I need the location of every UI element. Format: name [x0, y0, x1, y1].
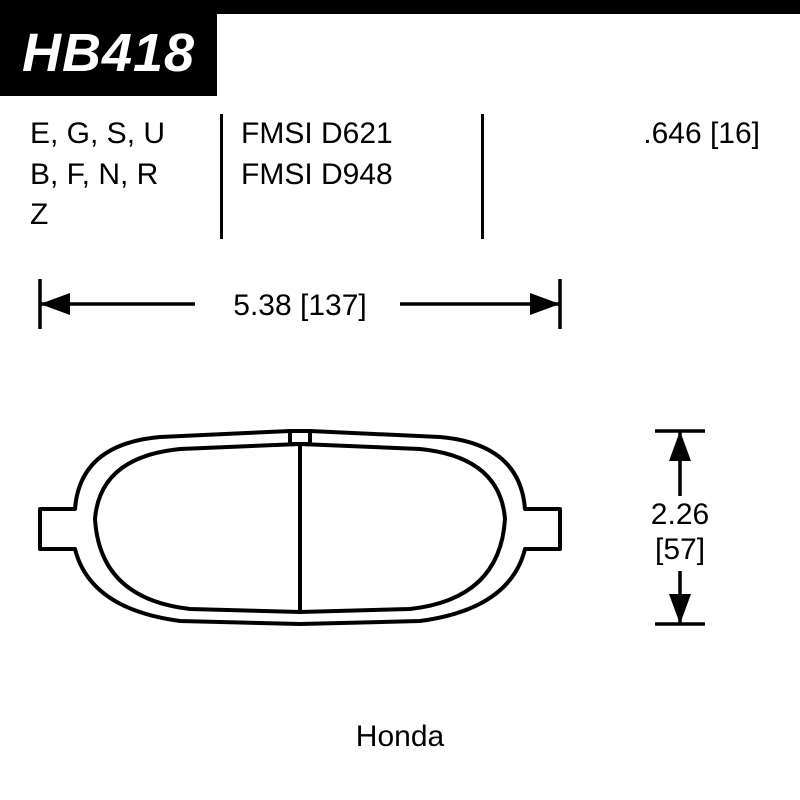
top-bar: [0, 0, 800, 14]
spec-codes: E, G, S, U B, F, N, R Z: [30, 114, 220, 236]
divider: [220, 114, 223, 239]
diagram-area: 5.38 [137] 2.26 [57]: [0, 239, 800, 719]
codes-line: E, G, S, U: [30, 114, 220, 155]
spec-fmsi: FMSI D621 FMSI D948: [241, 114, 481, 195]
divider: [481, 114, 484, 239]
spec-thickness: .646 [16]: [502, 114, 800, 155]
height-dimension: 2.26 [57]: [651, 431, 709, 624]
part-number-label: HB418: [0, 14, 217, 96]
spec-row: E, G, S, U B, F, N, R Z FMSI D621 FMSI D…: [0, 96, 800, 239]
brand-label: Honda: [0, 720, 800, 754]
width-dimension: 5.38 [137]: [40, 279, 560, 329]
thickness-value: .646 [16]: [502, 114, 760, 155]
codes-line: Z: [30, 195, 220, 236]
height-dim-mm: [57]: [655, 533, 705, 566]
height-dim-in: 2.26: [651, 498, 709, 531]
fmsi-line: FMSI D948: [241, 155, 481, 196]
brake-pad-diagram: 5.38 [137] 2.26 [57]: [0, 239, 800, 719]
codes-line: B, F, N, R: [30, 155, 220, 196]
fmsi-line: FMSI D621: [241, 114, 481, 155]
brake-pad-outline: [40, 431, 560, 624]
width-dim-text: 5.38 [137]: [233, 289, 366, 322]
